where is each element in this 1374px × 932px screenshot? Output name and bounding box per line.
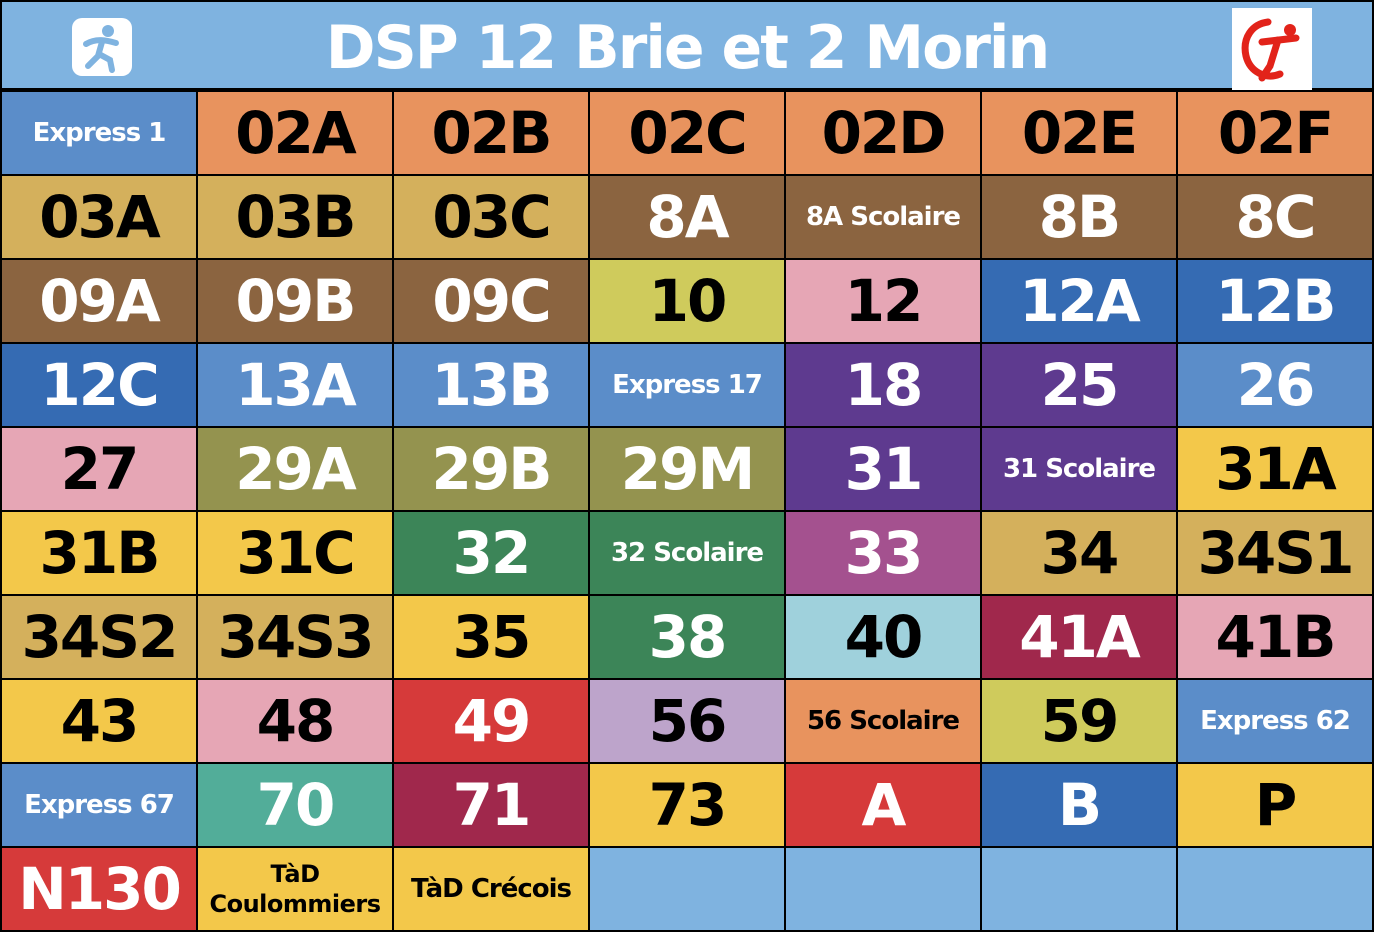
- route-tile: 71: [394, 764, 588, 846]
- route-tile: 35: [394, 596, 588, 678]
- route-tile: 03C: [394, 176, 588, 258]
- route-tile: 8C: [1178, 176, 1372, 258]
- route-tile: 09B: [198, 260, 392, 342]
- route-tile: 49: [394, 680, 588, 762]
- route-tile: TàD Crécois: [394, 848, 588, 930]
- route-tile: 13A: [198, 344, 392, 426]
- route-tile: 73: [590, 764, 784, 846]
- route-tile: 56: [590, 680, 784, 762]
- route-tile: 31: [786, 428, 980, 510]
- empty-tile: [590, 848, 784, 930]
- route-tile: 02F: [1178, 92, 1372, 174]
- route-tile: 34S2: [2, 596, 196, 678]
- route-tile: 18: [786, 344, 980, 426]
- route-tile: 8A: [590, 176, 784, 258]
- route-tile: 03B: [198, 176, 392, 258]
- route-tile: 12A: [982, 260, 1176, 342]
- route-tile: 32: [394, 512, 588, 594]
- page-title: DSP 12 Brie et 2 Morin: [325, 13, 1050, 83]
- route-tile: 12C: [2, 344, 196, 426]
- route-tile: 02C: [590, 92, 784, 174]
- route-tile: 48: [198, 680, 392, 762]
- transilien-runner-icon: [1232, 8, 1312, 92]
- route-tile: 29M: [590, 428, 784, 510]
- route-tile: 09A: [2, 260, 196, 342]
- empty-tile: [786, 848, 980, 930]
- route-tile: 02D: [786, 92, 980, 174]
- route-tile: 25: [982, 344, 1176, 426]
- route-tile: 12: [786, 260, 980, 342]
- route-tile: 33: [786, 512, 980, 594]
- walking-person-icon: [72, 18, 132, 76]
- route-tile: 31B: [2, 512, 196, 594]
- route-tile: 38: [590, 596, 784, 678]
- route-tile: Express 67: [2, 764, 196, 846]
- empty-tile: [982, 848, 1176, 930]
- route-tile: 29A: [198, 428, 392, 510]
- route-tile: 56 Scolaire: [786, 680, 980, 762]
- route-tile: 09C: [394, 260, 588, 342]
- route-tile: 02A: [198, 92, 392, 174]
- route-tile: 34S3: [198, 596, 392, 678]
- route-tile: 34S1: [1178, 512, 1372, 594]
- route-tile: 27: [2, 428, 196, 510]
- route-tile: 41B: [1178, 596, 1372, 678]
- route-tile: 02E: [982, 92, 1176, 174]
- route-tile: 41A: [982, 596, 1176, 678]
- route-tile: 34: [982, 512, 1176, 594]
- route-tile: 10: [590, 260, 784, 342]
- route-tile: 03A: [2, 176, 196, 258]
- route-tile: 43: [2, 680, 196, 762]
- route-tile: 26: [1178, 344, 1372, 426]
- route-tile: 31C: [198, 512, 392, 594]
- route-tile: 59: [982, 680, 1176, 762]
- route-tile: P: [1178, 764, 1372, 846]
- route-tile: A: [786, 764, 980, 846]
- route-tile: Express 1: [2, 92, 196, 174]
- route-tile: 8A Scolaire: [786, 176, 980, 258]
- route-tile: 12B: [1178, 260, 1372, 342]
- route-tile: Express 17: [590, 344, 784, 426]
- route-tile: 02B: [394, 92, 588, 174]
- header-bar: DSP 12 Brie et 2 Morin: [0, 0, 1374, 92]
- route-grid: Express 1 02A 02B 02C 02D 02E 02F 03A 03B 03C 8A 8A…: [0, 90, 1374, 932]
- route-tile: 8B: [982, 176, 1176, 258]
- route-tile: Express 62: [1178, 680, 1372, 762]
- route-tile: 29B: [394, 428, 588, 510]
- route-tile: 31A: [1178, 428, 1372, 510]
- route-tile: 32 Scolaire: [590, 512, 784, 594]
- route-tile: 40: [786, 596, 980, 678]
- route-tile: N130: [2, 848, 196, 930]
- route-tile: TàD Coulommiers: [198, 848, 392, 930]
- route-tile: B: [982, 764, 1176, 846]
- route-tile: 13B: [394, 344, 588, 426]
- empty-tile: [1178, 848, 1372, 930]
- route-tile: 31 Scolaire: [982, 428, 1176, 510]
- route-tile: 70: [198, 764, 392, 846]
